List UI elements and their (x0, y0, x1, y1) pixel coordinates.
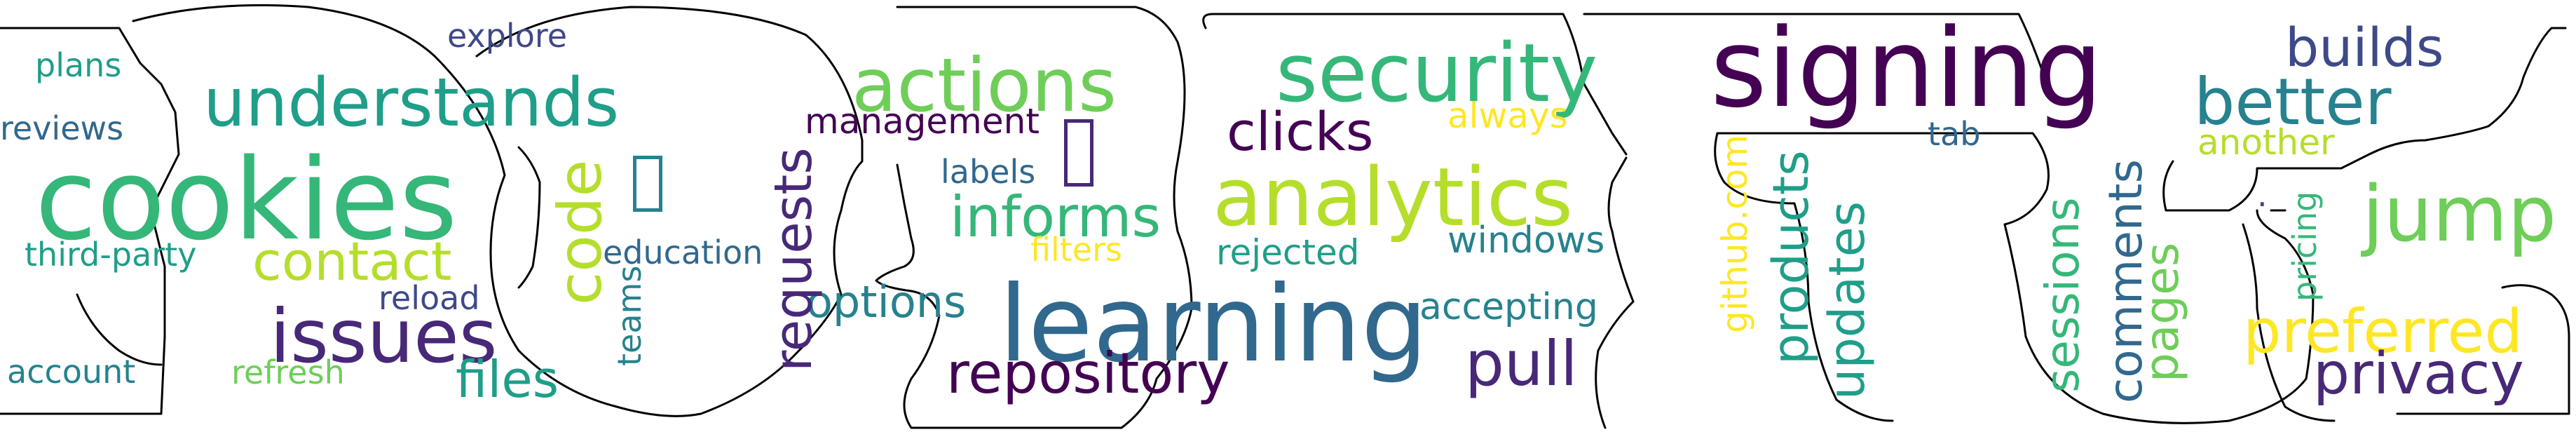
word-privacy: privacy (2313, 341, 2524, 407)
word-sessions: sessions (2036, 197, 2090, 393)
word-github-com: github.com (1715, 134, 1755, 333)
word-options: options (806, 276, 967, 328)
word-requests: requests (763, 147, 824, 372)
tofu-glyph (1064, 119, 1093, 187)
word-security: security (1276, 27, 1598, 121)
word-products: products (1762, 150, 1820, 365)
word-management: management (805, 101, 1040, 142)
word-explore: explore (447, 17, 568, 55)
word-understands: understands (203, 65, 620, 142)
word-pull: pull (1465, 328, 1578, 400)
word-another: another (2197, 122, 2335, 163)
word-accepting: accepting (1419, 286, 1598, 328)
word-refresh: refresh (231, 353, 345, 391)
word-clicks: clicks (1227, 100, 1374, 163)
word-actions: actions (852, 43, 1117, 128)
word-filters: filters (1030, 231, 1122, 269)
word-account: account (7, 353, 136, 391)
word-signing: signing (1710, 5, 2104, 132)
word-dot: . (2257, 176, 2268, 214)
word-tab: tab (1928, 115, 1981, 153)
word-informs: informs (950, 184, 1161, 250)
word-always: always (1447, 95, 1568, 136)
word-pricing: pricing (2286, 191, 2324, 302)
word-reviews: reviews (0, 109, 124, 147)
word-cookies: cookies (35, 134, 458, 265)
word-rejected: rejected (1216, 232, 1360, 273)
word-better: better (2194, 65, 2392, 140)
word-education: education (603, 234, 763, 271)
word-preferred: preferred (2243, 297, 2523, 367)
word-learning: learning (999, 264, 1428, 386)
word-plans: plans (35, 46, 122, 84)
word-files: files (456, 350, 559, 409)
word-code: code (545, 159, 615, 305)
word-builds: builds (2285, 16, 2444, 79)
word-labels: labels (941, 153, 1036, 191)
word-updates: updates (1818, 201, 1876, 400)
word-contact: contact (252, 230, 452, 292)
word-reload: reload (379, 279, 480, 317)
word-repository: repository (946, 341, 1230, 406)
word-teams: teams (611, 265, 648, 366)
word-issues: issues (270, 294, 498, 379)
word-jump: jump (2362, 169, 2557, 259)
word-third-party: third-party (25, 236, 197, 274)
word-pages: pages (2135, 242, 2189, 382)
tofu-glyph (633, 156, 662, 212)
word-analytics: analytics (1213, 151, 1574, 245)
word-windows: windows (1447, 220, 1605, 262)
